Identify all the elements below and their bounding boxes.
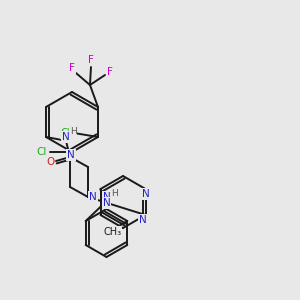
Text: N: N [142, 189, 149, 199]
Text: N: N [67, 150, 75, 160]
Text: N: N [62, 132, 70, 142]
Text: F: F [69, 63, 75, 73]
Text: F: F [107, 67, 113, 77]
Text: N: N [103, 192, 110, 202]
Text: F: F [88, 55, 94, 65]
Text: N: N [139, 215, 146, 225]
Text: H: H [111, 188, 118, 197]
Text: H: H [70, 128, 76, 136]
Text: Cl: Cl [37, 147, 47, 157]
Text: Cl: Cl [61, 128, 71, 138]
Text: N: N [103, 198, 110, 208]
Text: O: O [46, 157, 54, 167]
Text: CH₃: CH₃ [103, 227, 121, 237]
Text: N: N [89, 192, 97, 202]
